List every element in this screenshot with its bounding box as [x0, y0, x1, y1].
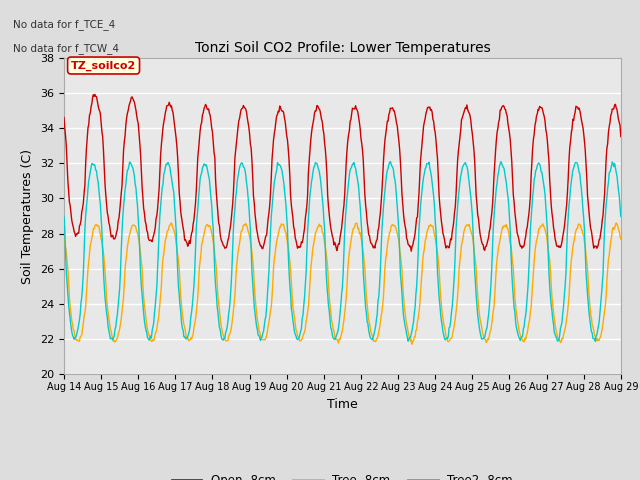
Text: No data for f_TCW_4: No data for f_TCW_4: [13, 43, 119, 54]
Text: TZ_soilco2: TZ_soilco2: [71, 60, 136, 71]
Legend: Open -8cm, Tree -8cm, Tree2 -8cm: Open -8cm, Tree -8cm, Tree2 -8cm: [167, 469, 518, 480]
X-axis label: Time: Time: [327, 397, 358, 410]
Title: Tonzi Soil CO2 Profile: Lower Temperatures: Tonzi Soil CO2 Profile: Lower Temperatur…: [195, 41, 490, 55]
Y-axis label: Soil Temperatures (C): Soil Temperatures (C): [22, 148, 35, 284]
Text: No data for f_TCE_4: No data for f_TCE_4: [13, 19, 115, 30]
